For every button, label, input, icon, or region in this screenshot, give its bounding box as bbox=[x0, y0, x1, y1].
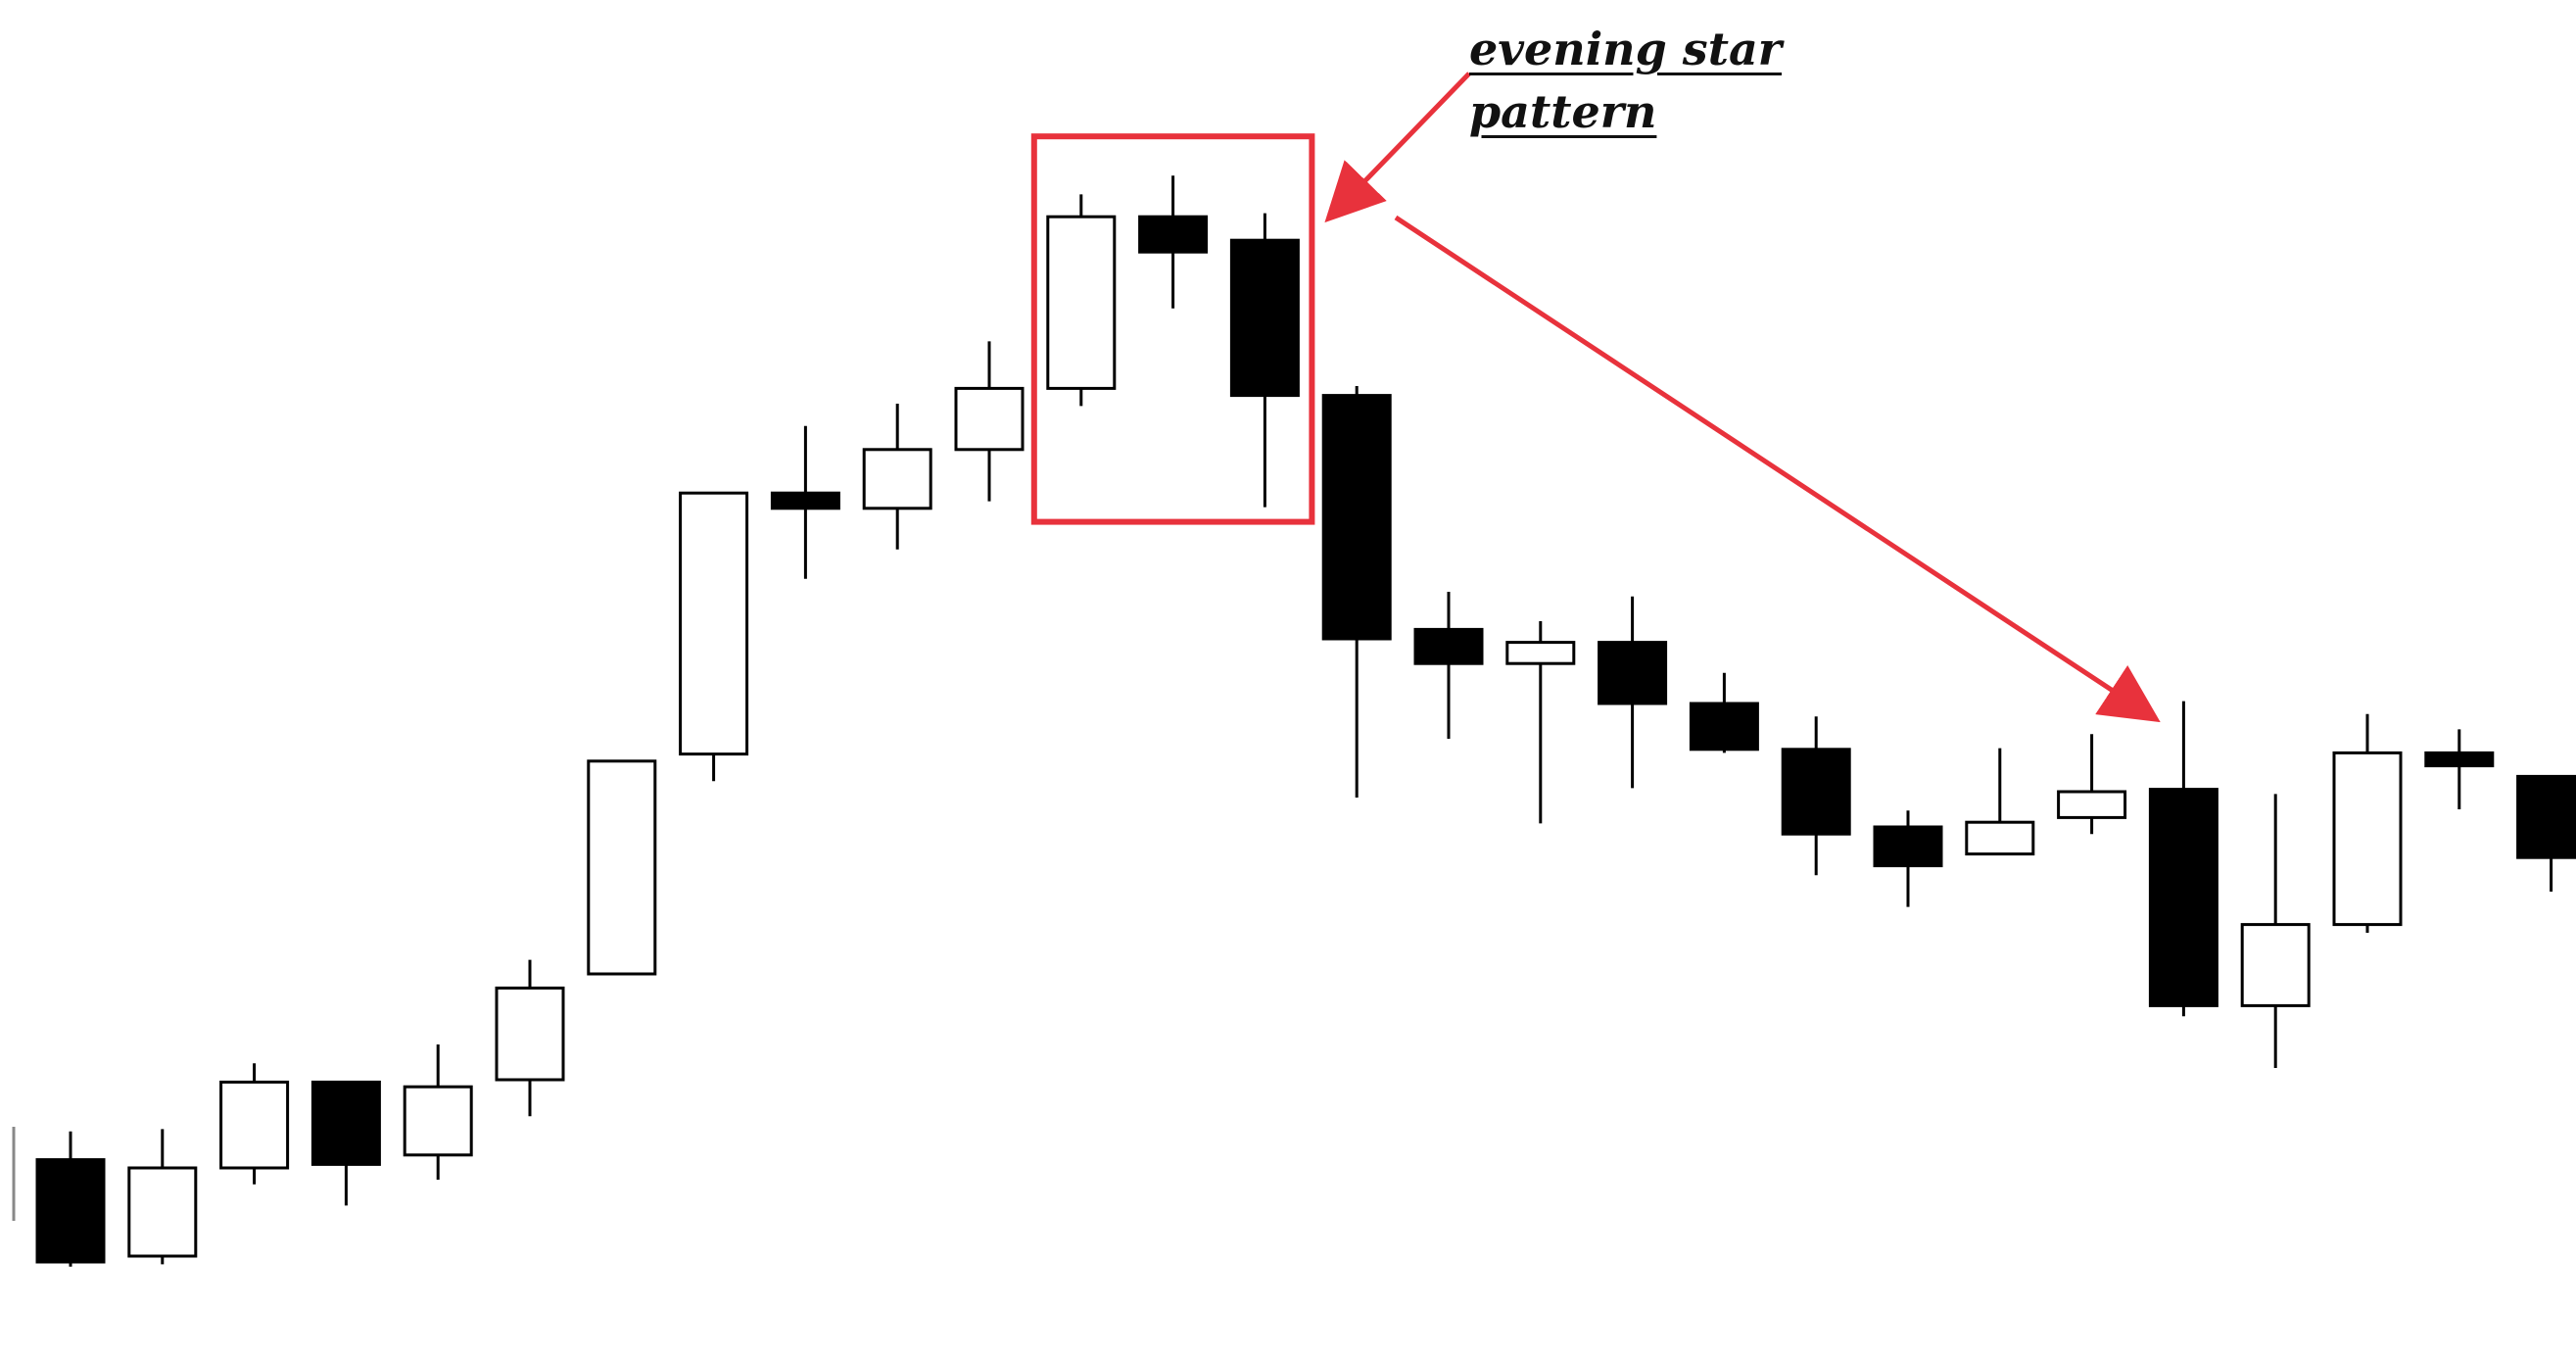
bearish-candle-body bbox=[1413, 627, 1484, 665]
bullish-candle-body bbox=[1505, 641, 1576, 665]
candle bbox=[1965, 748, 2035, 856]
candle bbox=[1046, 194, 1117, 407]
bearish-candle-body bbox=[35, 1158, 106, 1264]
candle bbox=[1505, 621, 1576, 824]
candle bbox=[1781, 716, 1851, 876]
bullish-candle-body bbox=[862, 448, 932, 510]
downtrend-arrow bbox=[1394, 215, 2161, 723]
candle bbox=[1413, 592, 1484, 739]
candle bbox=[1873, 810, 1943, 907]
annotation-pointer-arrow bbox=[1324, 72, 1471, 223]
candle bbox=[2057, 734, 2127, 835]
bullish-candle-body bbox=[495, 986, 565, 1082]
candle bbox=[587, 759, 657, 976]
candle bbox=[1689, 672, 1759, 753]
bullish-candle-body bbox=[2240, 923, 2311, 1007]
bullish-candle-body bbox=[679, 491, 749, 756]
candle bbox=[495, 959, 565, 1117]
bullish-candle-body bbox=[127, 1166, 198, 1258]
bearish-candle-body bbox=[1873, 825, 1943, 868]
bullish-candle-body bbox=[2332, 751, 2403, 927]
candle bbox=[1229, 213, 1300, 508]
candle bbox=[35, 1131, 106, 1267]
candle bbox=[679, 491, 749, 782]
bullish-candle-body bbox=[2057, 790, 2127, 819]
bullish-candle-body bbox=[219, 1080, 290, 1170]
evening-star-highlight-box bbox=[1030, 133, 1315, 525]
candle bbox=[954, 341, 1025, 502]
bearish-candle-body bbox=[310, 1080, 381, 1166]
candle bbox=[1598, 596, 1668, 789]
candle bbox=[2240, 794, 2311, 1068]
candle bbox=[1321, 386, 1392, 798]
candle bbox=[2424, 729, 2495, 809]
bullish-candle-body bbox=[587, 759, 657, 976]
candle bbox=[1138, 175, 1209, 309]
candle bbox=[127, 1129, 198, 1265]
bullish-candle-body bbox=[403, 1085, 473, 1157]
candles-group bbox=[12, 175, 2576, 1267]
bearish-candle-body bbox=[1781, 748, 1851, 836]
annotation-overlays bbox=[1030, 72, 2161, 723]
bullish-candle-body bbox=[1046, 215, 1117, 390]
evening-star-annotation: evening star pattern bbox=[1469, 18, 1782, 143]
bearish-candle-body bbox=[1321, 394, 1392, 641]
candle bbox=[862, 404, 932, 550]
bearish-candle-body bbox=[1689, 702, 1759, 752]
candle bbox=[219, 1063, 290, 1185]
bearish-candle-body bbox=[2148, 788, 2218, 1007]
bearish-candle-body bbox=[2516, 774, 2576, 859]
bearish-candle-body bbox=[770, 491, 840, 510]
candle bbox=[2516, 774, 2576, 892]
bullish-candle-body bbox=[954, 386, 1025, 452]
bearish-candle-body bbox=[1229, 238, 1300, 398]
bearish-candle-body bbox=[1138, 215, 1209, 254]
bullish-candle-body bbox=[1965, 820, 2035, 856]
bearish-candle-body bbox=[1598, 641, 1668, 705]
annotation-line-1: evening star bbox=[1469, 23, 1782, 75]
annotation-line-2: pattern bbox=[1469, 85, 1657, 138]
candle bbox=[2148, 701, 2218, 1017]
candle bbox=[310, 1080, 381, 1206]
candle bbox=[770, 425, 840, 579]
candle bbox=[2332, 713, 2403, 933]
candle bbox=[403, 1044, 473, 1180]
bearish-candle-body bbox=[2424, 751, 2495, 768]
